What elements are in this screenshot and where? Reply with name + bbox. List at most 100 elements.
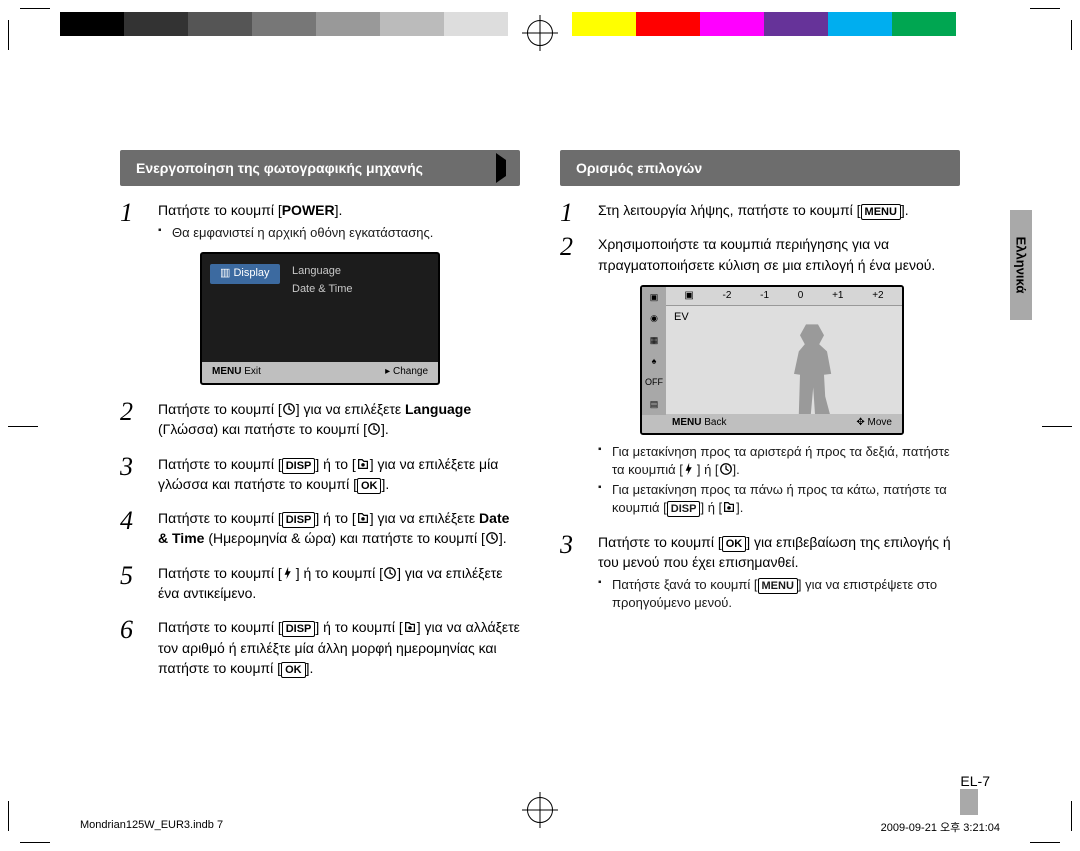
section-title: Ορισμός επιλογών: [576, 160, 702, 176]
step-text: Πατήστε το κουμπί [DISP] ή το [] για να …: [158, 510, 509, 546]
step-text: Πατήστε το κουμπί [DISP] ή το [] για να …: [158, 456, 498, 492]
left-column: Ενεργοποίηση της φωτογραφικής μηχανής 1Π…: [120, 150, 520, 781]
side-icon: ♠: [652, 355, 657, 368]
step-number: 2: [560, 228, 573, 266]
color-swatch: [572, 12, 636, 36]
step-sublist: Για μετακίνηση προς τα αριστερά ή προς τ…: [598, 443, 960, 518]
crop-mark: [1030, 842, 1060, 843]
footer-date: 2009-09-21 오후 3:21:04: [881, 819, 1000, 835]
step-number: 3: [560, 526, 573, 564]
step-item: 2Πατήστε το κουμπί [] για να επιλέξετε L…: [120, 399, 520, 440]
footer-file: Mondrian125W_EUR3.indb 7: [80, 819, 223, 835]
ui-footer-change: ▸ Change: [385, 365, 428, 380]
registration-mark-top: [527, 20, 553, 46]
crop-mark: [1071, 801, 1072, 831]
step-number: 2: [120, 393, 133, 431]
color-swatch: [380, 12, 444, 36]
section-header-right: Ορισμός επιλογών: [560, 150, 960, 186]
step-number: 3: [120, 448, 133, 486]
crop-mark: [1042, 426, 1072, 427]
color-swatch: [188, 12, 252, 36]
crop-mark: [8, 426, 38, 427]
step-sublist: Θα εμφανιστεί η αρχική οθόνη εγκατάσταση…: [158, 224, 520, 242]
side-icon: ▤: [650, 398, 659, 411]
color-swatch: [124, 12, 188, 36]
ev-scale-tick: +1: [832, 289, 843, 304]
color-swatch: [828, 12, 892, 36]
crop-mark: [8, 801, 9, 831]
step-subitem: Για μετακίνηση προς τα πάνω ή προς τα κά…: [598, 481, 960, 517]
section-title: Ενεργοποίηση της φωτογραφικής μηχανής: [136, 160, 423, 176]
step-subitem: Πατήστε ξανά το κουμπί [MENU] για να επι…: [598, 576, 960, 612]
ui-footer-back: MENU Back: [672, 416, 726, 431]
crop-mark: [1071, 20, 1072, 50]
print-footer: Mondrian125W_EUR3.indb 7 2009-09-21 오후 3…: [80, 819, 1000, 835]
ui-footer-exit: MENU Exit: [212, 365, 261, 380]
step-number: 6: [120, 611, 133, 649]
ev-label: EV: [674, 310, 689, 326]
step-item: 6Πατήστε το κουμπί [DISP] ή το κουμπί []…: [120, 617, 520, 678]
steps-left: 1Πατήστε το κουμπί [POWER].Θα εμφανιστεί…: [120, 200, 520, 678]
ev-scale: ▣ -2 -1 0 +1 +2: [642, 287, 902, 307]
step-number: 5: [120, 557, 133, 595]
language-tab: Ελληνικά: [1010, 210, 1032, 320]
side-icon: ▣: [650, 291, 659, 304]
color-swatch: [444, 12, 508, 36]
ev-scale-tick: -2: [723, 289, 732, 304]
color-swatch: [764, 12, 828, 36]
side-icon: ▦: [650, 334, 659, 347]
color-swatch: [636, 12, 700, 36]
section-header-left: Ενεργοποίηση της φωτογραφικής μηχανής: [120, 150, 520, 186]
silhouette-icon: [782, 324, 842, 414]
step-item: 3Πατήστε το κουμπί [OK] για επιβεβαίωση …: [560, 532, 960, 613]
steps-right: 1Στη λειτουργία λήψης, πατήστε το κουμπί…: [560, 200, 960, 613]
step-number: 1: [560, 194, 573, 232]
page-number-bar: [960, 789, 978, 815]
step-text: Χρησιμοποιήστε τα κουμπιά περιήγησης για…: [598, 236, 935, 272]
step-sublist: Πατήστε ξανά το κουμπί [MENU] για να επι…: [598, 576, 960, 612]
step-text: Πατήστε το κουμπί [POWER].: [158, 202, 342, 218]
step-text: Πατήστε το κουμπί [] ή το κουμπί [] για …: [158, 565, 502, 601]
play-icon: [496, 160, 506, 176]
language-tab-label: Ελληνικά: [1014, 237, 1029, 294]
ui-footer-move: ✥ Move: [856, 416, 892, 431]
step-item: 1Πατήστε το κουμπί [POWER].Θα εμφανιστεί…: [120, 200, 520, 385]
crop-mark: [1030, 8, 1060, 9]
step-text: Πατήστε το κουμπί [] για να επιλέξετε La…: [158, 401, 471, 437]
step-text: Πατήστε το κουμπί [OK] για επιβεβαίωση τ…: [598, 534, 951, 570]
color-swatch: [316, 12, 380, 36]
side-icon-strip: ▣ ◉ ▦ ♠ OFF ▤: [642, 287, 666, 415]
ev-scale-tick: +2: [872, 289, 883, 304]
step-subitem: Για μετακίνηση προς τα αριστερά ή προς τ…: [598, 443, 960, 479]
step-number: 4: [120, 502, 133, 540]
step-item: 1Στη λειτουργία λήψης, πατήστε το κουμπί…: [560, 200, 960, 220]
side-icon: OFF: [645, 376, 663, 389]
page-content: Ενεργοποίηση της φωτογραφικής μηχανής 1Π…: [120, 150, 960, 781]
crop-mark: [8, 20, 9, 50]
color-swatch: [892, 12, 956, 36]
color-swatch: [252, 12, 316, 36]
step-text: Πατήστε το κουμπί [DISP] ή το κουμπί [] …: [158, 619, 520, 676]
ev-scale-tick: -1: [760, 289, 769, 304]
color-swatch: [956, 12, 1020, 36]
ui-option-language: Language: [292, 264, 341, 280]
step-item: 2Χρησιμοποιήστε τα κουμπιά περιήγησης γι…: [560, 234, 960, 517]
color-swatch: [60, 12, 124, 36]
crop-mark: [20, 8, 50, 9]
camera-ui-ev: ▣-2-10+1+2▣◉▦♠OFF▤EVMENU Back✥ Move: [640, 285, 904, 435]
step-subitem: Θα εμφανιστεί η αρχική οθόνη εγκατάσταση…: [158, 224, 520, 242]
ui-option-datetime: Date & Time: [292, 282, 353, 298]
step-item: 5Πατήστε το κουμπί [] ή το κουμπί [] για…: [120, 563, 520, 604]
ev-scale-tick: 0: [798, 289, 804, 304]
step-item: 3Πατήστε το κουμπί [DISP] ή το [] για να…: [120, 454, 520, 495]
right-column: Ορισμός επιλογών 1Στη λειτουργία λήψης, …: [560, 150, 960, 781]
step-number: 1: [120, 194, 133, 232]
page-number: EL-7: [960, 773, 990, 789]
color-swatch: [700, 12, 764, 36]
step-item: 4Πατήστε το κουμπί [DISP] ή το [] για να…: [120, 508, 520, 549]
crop-mark: [20, 842, 50, 843]
step-text: Στη λειτουργία λήψης, πατήστε το κουμπί …: [598, 202, 909, 218]
ui-tab-display: ▥ Display: [210, 264, 280, 284]
camera-ui-setup: ▥ Display Language Date & Time MENU Exit ▸ C…: [200, 252, 440, 385]
side-icon: ◉: [650, 312, 658, 325]
